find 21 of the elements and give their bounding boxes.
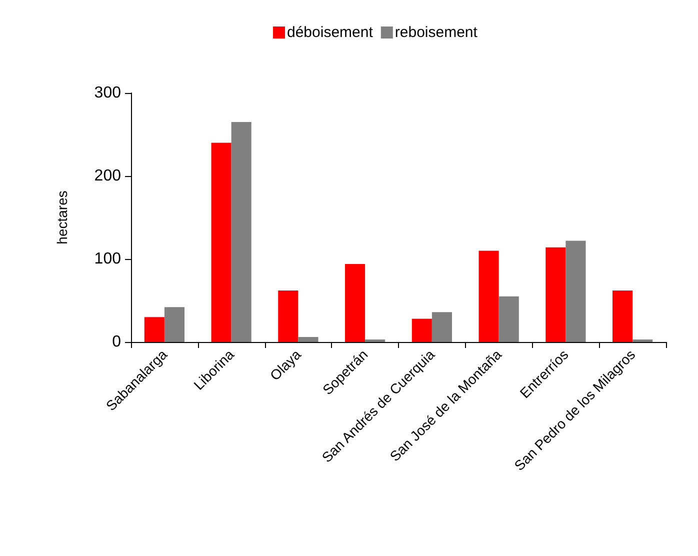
bar [566,240,586,342]
y-tick-label: 200 [94,168,122,184]
y-axis-title: hectares [54,190,70,244]
bar [231,122,252,342]
bar [412,318,432,342]
bar [498,296,519,342]
bar [612,290,633,342]
bar [278,290,298,342]
bar [546,247,566,342]
bar [345,264,366,342]
bar [432,312,452,342]
legend-label: reboisement [394,24,478,41]
bar [211,142,232,342]
y-tick-label: 100 [94,250,122,268]
bar [478,250,499,342]
bar [144,317,164,342]
y-tick-label: 300 [94,84,122,102]
y-tick-label: 0 [112,334,122,350]
legend-label: déboisement [287,24,374,41]
bar [298,337,318,342]
bar [164,307,184,342]
